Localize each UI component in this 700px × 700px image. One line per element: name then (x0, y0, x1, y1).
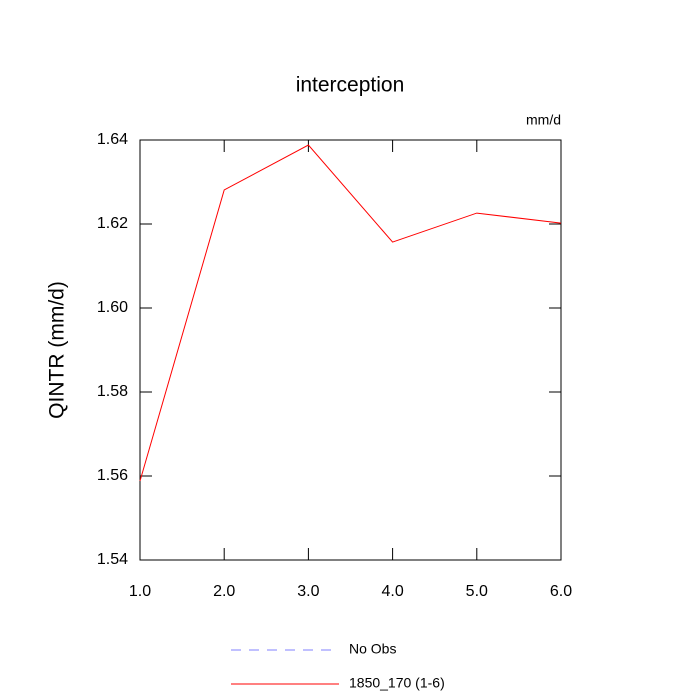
y-tick-label: 1.64 (97, 131, 128, 148)
x-tick-label: 4.0 (381, 583, 403, 600)
plot-frame (139, 139, 562, 561)
chart-title: interception (296, 74, 405, 97)
legend-label: No Obs (349, 641, 396, 657)
x-tick-label: 3.0 (297, 583, 319, 600)
series-line (139, 144, 562, 482)
y-tick-label: 1.54 (97, 551, 128, 568)
y-tick-label: 1.58 (97, 383, 128, 400)
y-tick-label: 1.62 (97, 215, 128, 232)
y-axis-label: QINTR (mm/d) (46, 281, 69, 419)
x-tick-label: 1.0 (129, 583, 151, 600)
y-tick-label: 1.56 (97, 467, 128, 484)
y-tick-label: 1.60 (97, 299, 128, 316)
x-tick-label: 2.0 (213, 583, 235, 600)
legend-label: 1850_170 (1-6) (349, 675, 445, 691)
x-tick-label: 5.0 (466, 583, 488, 600)
units-label: mm/d (526, 112, 561, 128)
x-tick-label: 6.0 (550, 583, 572, 600)
